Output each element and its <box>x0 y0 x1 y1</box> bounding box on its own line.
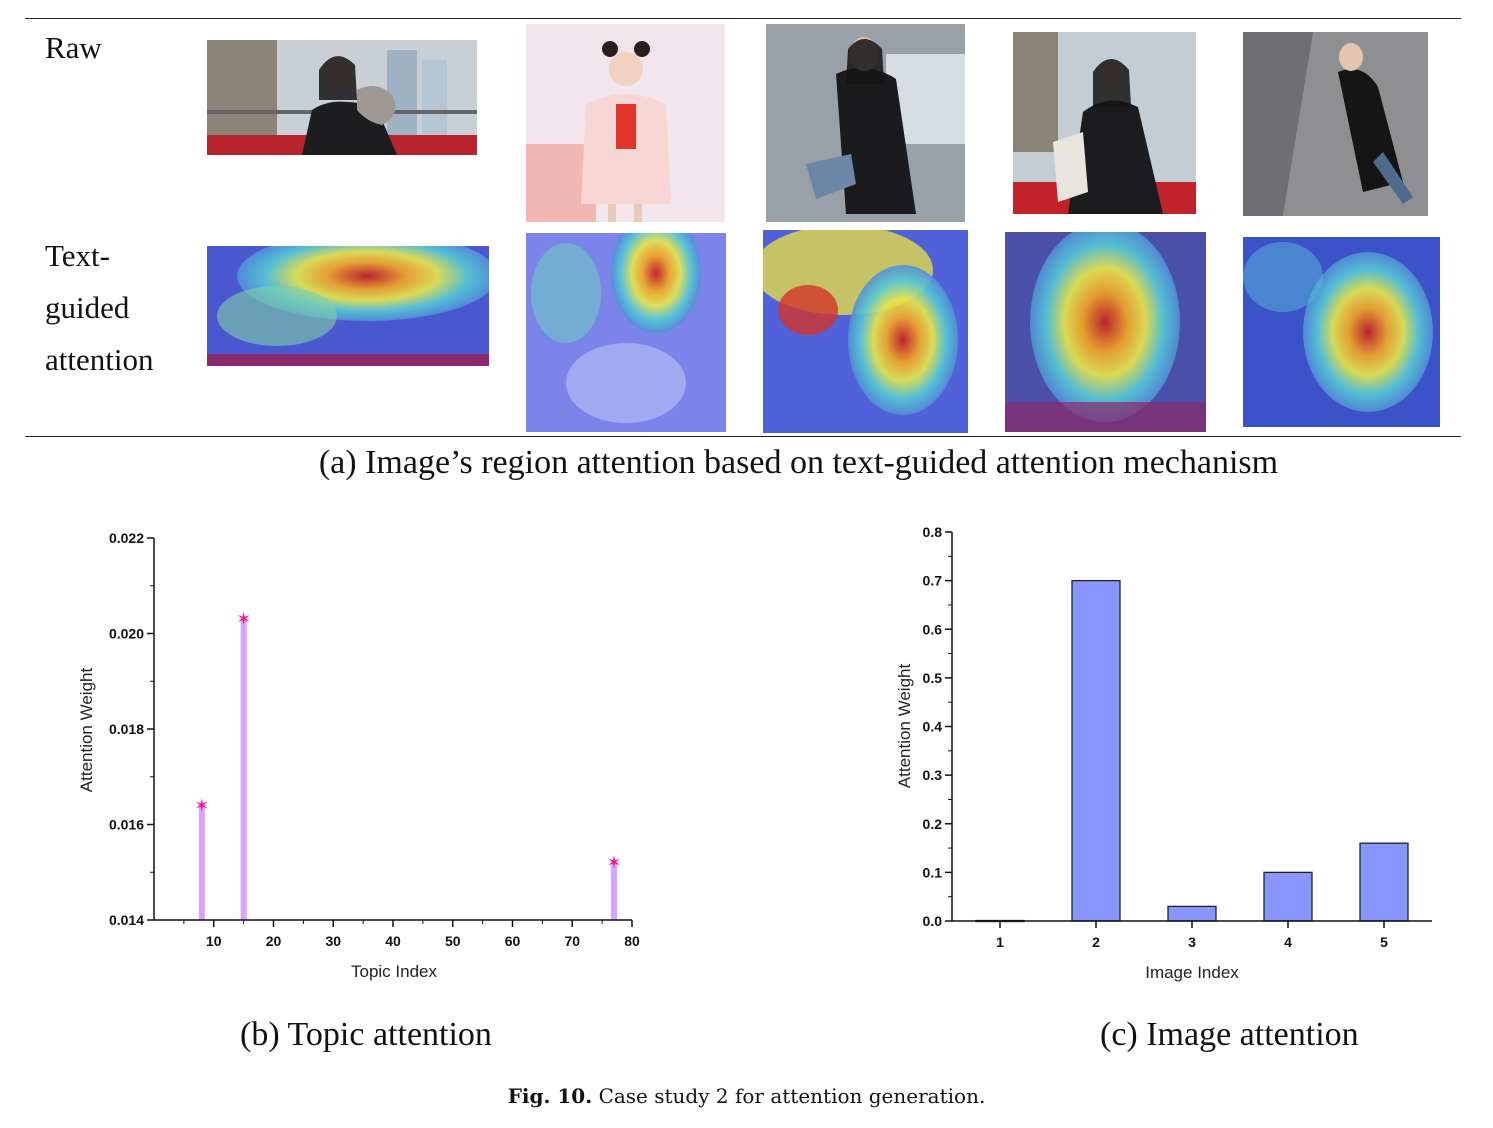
raw-photo-2 <box>526 24 725 222</box>
y-tick-label: 0.020 <box>109 626 144 642</box>
stem-line <box>240 619 247 920</box>
x-axis-label: Image Index <box>1145 963 1239 982</box>
attention-heatmap-5 <box>1243 237 1440 427</box>
y-tick-label: 0.4 <box>923 719 943 735</box>
panel-a-caption: (a) Image’s region attention based on te… <box>318 444 1279 481</box>
x-tick-label: 80 <box>624 933 640 949</box>
y-tick-label: 0.2 <box>923 816 943 832</box>
bar <box>1359 842 1409 922</box>
y-axis-label: Attention Weight <box>77 668 96 793</box>
y-tick-label: 0.0 <box>923 913 943 929</box>
attention-heatmap-3 <box>763 230 968 433</box>
y-axis-label: Attention Weight <box>895 664 914 789</box>
x-tick-label: 50 <box>445 933 461 949</box>
row-label-line-1: Text- <box>45 238 110 273</box>
y-tick-label: 0.1 <box>923 864 943 880</box>
y-tick-label: 0.016 <box>109 817 144 833</box>
raw-photo-5 <box>1243 32 1428 216</box>
attention-heatmap-4 <box>1005 232 1206 432</box>
x-tick-label: 3 <box>1188 934 1196 950</box>
figure-number: Fig. 10. <box>507 1084 593 1108</box>
figure-caption: Fig. 10. Case study 2 for attention gene… <box>0 1084 1493 1108</box>
raw-photo-4 <box>1013 32 1196 214</box>
x-tick-label: 1 <box>996 934 1004 950</box>
x-tick-label: 70 <box>564 933 580 949</box>
y-tick-label: 0.014 <box>109 912 144 928</box>
top-rule <box>25 18 1461 19</box>
bar <box>1167 905 1217 922</box>
row-label-line-2: guided <box>45 290 130 325</box>
x-tick-label: 60 <box>505 933 521 949</box>
attention-heatmap-1 <box>207 246 489 366</box>
attention-heatmap-2 <box>526 233 726 432</box>
row-label-raw: Raw <box>45 30 102 65</box>
x-tick-label: 30 <box>325 933 341 949</box>
y-tick-label: 0.022 <box>109 530 144 546</box>
row-label-line-3: attention <box>45 342 154 377</box>
panel-a-bottom-rule <box>25 436 1461 437</box>
y-tick-label: 0.5 <box>923 670 943 686</box>
bar <box>1071 579 1121 922</box>
image-attention-chart: 0.0 0.1 0.2 0.3 0.4 0.5 0.6 0.7 0.8 1 2 3 4 5 Image … <box>895 524 1432 982</box>
stem-marker: ✶ <box>194 795 209 815</box>
topic-attention-chart: 0.014 0.016 0.018 0.020 0.022 10 20 30 40 50 60 70… <box>77 530 640 981</box>
x-tick-label: 10 <box>206 933 222 949</box>
y-tick-label: 0.7 <box>923 573 943 589</box>
raw-photo-3 <box>766 24 965 222</box>
figure-caption-text: Case study 2 for attention generation. <box>598 1084 986 1108</box>
stem-marker: ✶ <box>607 853 622 873</box>
x-tick-label: 40 <box>385 933 401 949</box>
bar <box>1263 871 1313 922</box>
y-tick-label: 0.6 <box>923 621 943 637</box>
x-tick-label: 5 <box>1380 934 1388 950</box>
x-axis-label: Topic Index <box>351 962 437 981</box>
panel-c-caption: (c) Image attention <box>1100 1016 1359 1053</box>
panel-b-caption: (b) Topic attention <box>240 1016 492 1053</box>
y-tick-label: 0.018 <box>109 721 144 737</box>
stem-line <box>198 805 205 920</box>
x-tick-label: 2 <box>1092 934 1100 950</box>
x-tick-label: 4 <box>1284 934 1292 950</box>
x-tick-label: 20 <box>266 933 282 949</box>
y-tick-label: 0.8 <box>923 524 943 540</box>
row-label-attention: Text- guided attention <box>45 230 153 386</box>
stem-line <box>611 862 618 920</box>
stem-marker: ✶ <box>236 609 251 629</box>
raw-photo-1 <box>207 40 477 155</box>
y-tick-label: 0.3 <box>923 767 943 783</box>
